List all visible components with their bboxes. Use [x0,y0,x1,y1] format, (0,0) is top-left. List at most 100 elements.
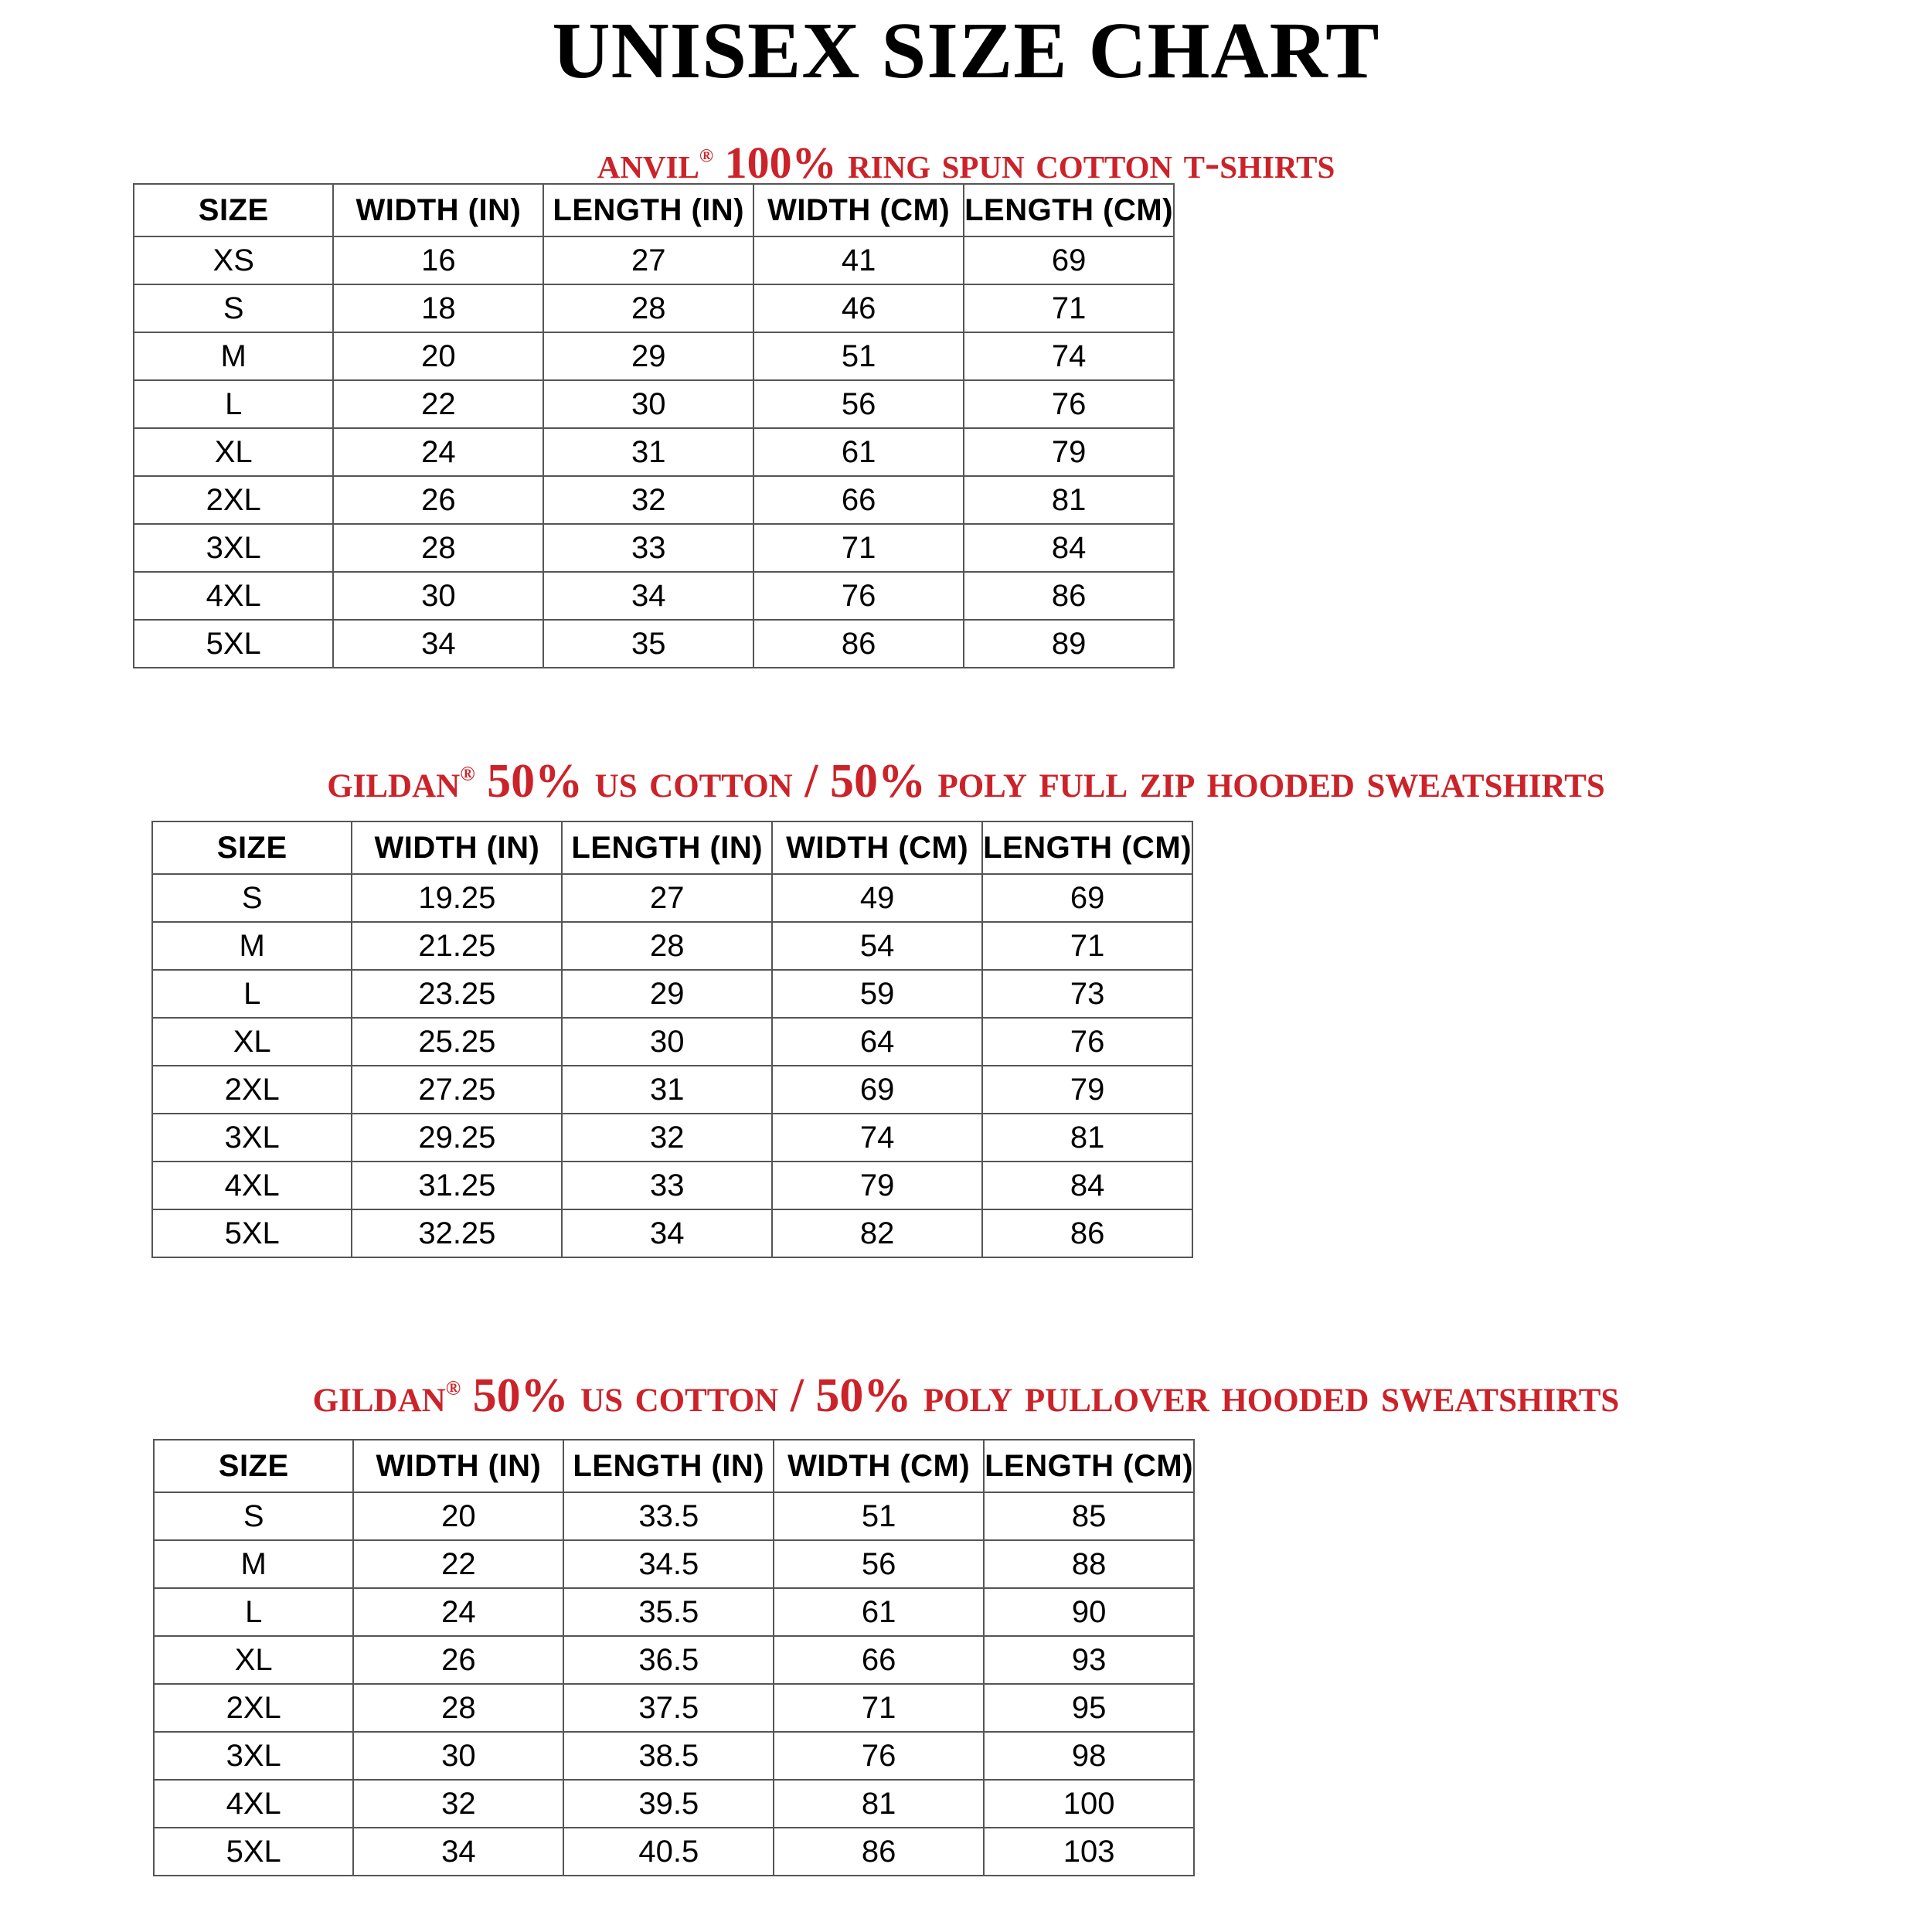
brand-name-gildan: Gildan [327,755,461,808]
column-header-width-cm: WIDTH (CM) [771,821,984,875]
cell-width-cm: 51 [753,332,965,381]
cell-width-in: 32 [352,1779,565,1828]
cell-length-in: 30 [543,379,755,429]
cell-length-cm: 90 [983,1587,1196,1637]
cell-length-in: 33 [543,523,755,573]
cell-width-cm: 86 [753,619,965,668]
cell-length-in: 29 [561,969,774,1019]
cell-width-in: 20 [352,1492,565,1541]
column-header-length-in: LENGTH (IN) [543,183,755,237]
cell-length-cm: 76 [981,1017,1194,1066]
cell-size: XL [132,427,335,477]
cell-length-cm: 103 [983,1827,1196,1876]
table-header-2: SIZE WIDTH (IN) LENGTH (IN) WIDTH (CM) L… [151,821,1194,875]
column-header-length-cm: LENGTH (CM) [981,821,1194,875]
cell-length-in: 32 [543,475,755,525]
section-heading-gildan-pullover: Gildan® 50% US Cotton / 50% Poly Pullove… [0,1372,1932,1420]
cell-length-in: 37.5 [563,1683,775,1733]
cell-length-in: 32 [561,1113,774,1162]
cell-size: 2XL [152,1683,355,1733]
registered-mark-icon: ® [445,1376,461,1400]
size-table-gildan-fullzip: SIZE WIDTH (IN) LENGTH (IN) WIDTH (CM) L… [151,821,1194,1258]
cell-size: XS [132,236,335,285]
cell-width-cm: 71 [773,1683,985,1733]
table-row: 2XL 27.25 31 69 79 [151,1065,1194,1114]
section-heading-container-2: Gildan® 50% US Cotton / 50% Poly Full Zi… [0,757,1932,805]
cell-length-in: 29 [543,332,755,381]
cell-size: XL [151,1017,353,1066]
cell-size: 4XL [152,1779,355,1828]
size-table-anvil-tshirts: SIZE WIDTH (IN) LENGTH (IN) WIDTH (CM) L… [132,183,1175,668]
cell-size: S [152,1492,355,1541]
registered-mark-icon: ® [699,145,714,167]
cell-width-cm: 49 [771,873,984,923]
cell-length-in: 34 [543,571,755,621]
cell-size: M [151,921,353,971]
page-title-container: UNISEX SIZE CHART [0,5,1932,91]
cell-size: L [152,1587,355,1637]
size-table-container-gildan-fullzip: SIZE WIDTH (IN) LENGTH (IN) WIDTH (CM) L… [151,821,1784,1258]
column-header-length-in: LENGTH (IN) [561,821,774,875]
table-row: XL 26 36.5 66 93 [152,1635,1196,1685]
column-header-size: SIZE [151,821,353,875]
cell-length-in: 28 [561,921,774,971]
cell-width-cm: 56 [753,379,965,429]
section-heading-container-3: Gildan® 50% US Cotton / 50% Poly Pullove… [0,1372,1932,1420]
table-row: 4XL 31.25 33 79 84 [151,1161,1194,1210]
cell-width-cm: 59 [771,969,984,1019]
cell-length-cm: 69 [981,873,1194,923]
cell-length-cm: 69 [963,236,1175,285]
cell-width-cm: 41 [753,236,965,285]
cell-length-in: 33 [561,1161,774,1210]
table-row: L 22 30 56 76 [132,379,1175,429]
cell-length-cm: 86 [963,571,1175,621]
column-header-length-cm: LENGTH (CM) [983,1439,1196,1493]
cell-width-in: 29.25 [351,1113,563,1162]
cell-length-cm: 86 [981,1209,1194,1258]
cell-length-in: 39.5 [563,1779,775,1828]
column-header-width-in: WIDTH (IN) [332,183,545,237]
registered-mark-icon: ® [460,762,475,785]
cell-width-in: 24 [352,1587,565,1637]
column-header-size: SIZE [152,1439,355,1493]
column-header-size: SIZE [132,183,335,237]
table-row: 2XL 26 32 66 81 [132,475,1175,525]
column-header-length-cm: LENGTH (CM) [963,183,1175,237]
cell-width-cm: 74 [771,1113,984,1162]
table-row: XS 16 27 41 69 [132,236,1175,285]
table-row: M 20 29 51 74 [132,332,1175,381]
cell-size: L [132,379,335,429]
cell-size: L [151,969,353,1019]
cell-width-in: 31.25 [351,1161,563,1210]
cell-width-in: 34 [352,1827,565,1876]
cell-length-cm: 79 [981,1065,1194,1114]
cell-length-cm: 71 [963,284,1175,333]
cell-width-cm: 54 [771,921,984,971]
table-header-row: SIZE WIDTH (IN) LENGTH (IN) WIDTH (CM) L… [152,1439,1196,1493]
column-header-width-cm: WIDTH (CM) [753,183,965,237]
cell-width-in: 26 [332,475,545,525]
cell-width-cm: 86 [773,1827,985,1876]
cell-length-cm: 84 [963,523,1175,573]
cell-size: 2XL [151,1065,353,1114]
cell-width-cm: 51 [773,1492,985,1541]
table-row: 3XL 28 33 71 84 [132,523,1175,573]
table-row: S 18 28 46 71 [132,284,1175,333]
cell-width-in: 28 [352,1683,565,1733]
cell-width-cm: 82 [771,1209,984,1258]
table-row: M 22 34.5 56 88 [152,1539,1196,1589]
section-heading-gildan-fullzip: Gildan® 50% US Cotton / 50% Poly Full Zi… [0,757,1932,805]
cell-width-cm: 61 [773,1587,985,1637]
table-row: M 21.25 28 54 71 [151,921,1194,971]
section-heading-text-2: 50% US Cotton / 50% Poly Full Zip Hooded… [474,755,1605,808]
size-table-container-gildan-pullover: SIZE WIDTH (IN) LENGTH (IN) WIDTH (CM) L… [152,1439,1781,1876]
cell-length-cm: 95 [983,1683,1196,1733]
cell-width-cm: 76 [753,571,965,621]
cell-size: 4XL [151,1161,353,1210]
cell-width-in: 30 [332,571,545,621]
cell-width-cm: 81 [773,1779,985,1828]
cell-length-cm: 76 [963,379,1175,429]
table-row: 2XL 28 37.5 71 95 [152,1683,1196,1733]
cell-width-cm: 69 [771,1065,984,1114]
cell-length-in: 38.5 [563,1731,775,1781]
